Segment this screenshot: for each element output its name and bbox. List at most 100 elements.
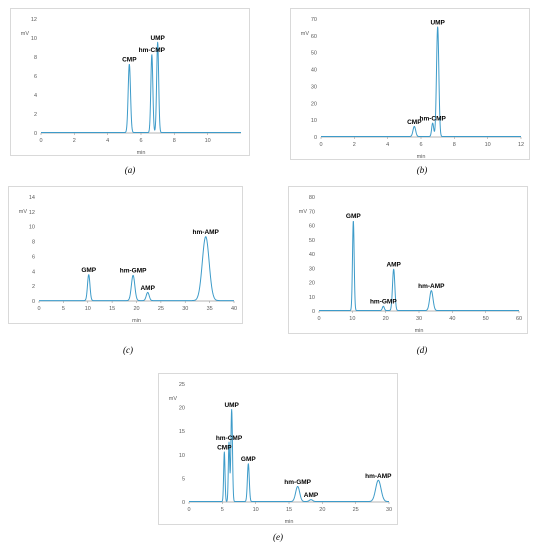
y-tick-label-b-2: 20 <box>311 101 317 107</box>
y-tick-label-d-4: 40 <box>309 252 315 258</box>
x-tick-label-a-4: 8 <box>173 138 176 144</box>
x-tick-label-a-5: 10 <box>205 138 211 144</box>
y-tick-label-d-3: 30 <box>309 266 315 272</box>
x-tick-label-d-1: 10 <box>349 316 355 322</box>
y-tick-label-a-1: 2 <box>34 112 37 118</box>
y-tick-label-c-1: 2 <box>32 284 35 290</box>
chart-c: 0 2 4 6 8 10 12 14 0 5 10 15 20 25 30 35 40 mV min GMP hm-GM… <box>19 195 237 324</box>
x-tick-label-b-6: 12 <box>518 142 524 148</box>
caption-d: (d) <box>416 345 428 355</box>
x-tick-label-d-5: 50 <box>483 316 489 322</box>
y-axis-unit-c: mV <box>19 209 28 215</box>
y-tick-label-c-2: 4 <box>32 269 35 275</box>
x-axis-unit-a: min <box>137 150 146 156</box>
caption-c: (c) <box>123 345 133 355</box>
x-tick-label-e-0: 0 <box>187 507 190 513</box>
y-tick-label-b-3: 30 <box>311 84 317 90</box>
x-tick-label-c-4: 20 <box>133 306 139 312</box>
y-tick-label-c-7: 14 <box>29 195 35 201</box>
x-tick-label-c-5: 25 <box>158 306 164 312</box>
y-tick-label-b-0: 0 <box>314 135 317 141</box>
x-tick-label-c-0: 0 <box>37 306 40 312</box>
y-tick-label-b-7: 70 <box>311 17 317 23</box>
x-tick-label-d-0: 0 <box>317 316 320 322</box>
y-tick-label-e-0: 0 <box>182 500 185 506</box>
y-tick-label-a-5: 10 <box>31 36 37 42</box>
y-tick-label-e-3: 15 <box>179 429 185 435</box>
chromatogram-panel-a: 0 2 4 6 8 10 12 0 2 4 6 8 10 mV min CMP hm-CMP UMP <box>10 8 250 156</box>
y-tick-label-c-5: 10 <box>29 225 35 231</box>
chart-e: 0 5 10 15 20 25 0 5 10 15 20 25 30 mV min CMP hm-CMP UMP G… <box>169 382 392 525</box>
y-axis-unit-d: mV <box>299 209 308 215</box>
y-tick-label-b-5: 50 <box>311 51 317 57</box>
peak-label-e-6: hm-AMP <box>365 473 392 480</box>
x-tick-label-a-2: 4 <box>106 138 109 144</box>
y-tick-label-e-4: 20 <box>179 406 185 412</box>
peak-label-c-1: hm-GMP <box>120 268 147 275</box>
x-tick-label-b-2: 4 <box>386 142 389 148</box>
peak-label-b-0: CMP <box>407 119 422 126</box>
y-axis-unit-e: mV <box>169 396 178 402</box>
peak-label-b-1: hm-CMP <box>419 116 446 123</box>
x-axis-unit-d: min <box>415 328 424 334</box>
x-tick-label-e-2: 10 <box>253 507 259 513</box>
x-tick-label-c-6: 30 <box>182 306 188 312</box>
y-tick-label-a-6: 12 <box>31 17 37 23</box>
peak-label-d-3: hm-AMP <box>418 283 445 290</box>
x-tick-label-c-2: 10 <box>85 306 91 312</box>
y-tick-label-d-1: 10 <box>309 295 315 301</box>
peak-label-e-1: hm-CMP <box>216 435 243 442</box>
caption-a: (a) <box>124 165 136 175</box>
chromatogram-trace-a <box>40 41 242 134</box>
peak-label-a-1: hm-CMP <box>139 47 166 54</box>
y-tick-label-d-6: 60 <box>309 224 315 230</box>
y-tick-label-d-2: 20 <box>309 281 315 287</box>
y-tick-label-d-0: 0 <box>312 309 315 315</box>
peak-label-d-0: GMP <box>346 213 361 220</box>
y-tick-label-e-2: 10 <box>179 453 185 459</box>
caption-e: (e) <box>273 532 283 542</box>
x-axis-unit-c: min <box>132 318 141 324</box>
x-tick-label-b-0: 0 <box>319 142 322 148</box>
peak-label-d-1: hm-GMP <box>370 299 397 306</box>
chromatogram-panel-c: 0 2 4 6 8 10 12 14 0 5 10 15 20 25 30 35 40 mV min GMP hm-GM… <box>8 186 243 324</box>
chromatogram-trace-b <box>320 26 522 138</box>
y-tick-label-d-8: 80 <box>309 195 315 201</box>
y-tick-label-b-4: 40 <box>311 68 317 74</box>
y-tick-label-e-5: 25 <box>179 382 185 388</box>
peak-label-c-3: hm-AMP <box>193 229 220 236</box>
chromatogram-panel-e: 0 5 10 15 20 25 0 5 10 15 20 25 30 mV min CMP hm-CMP UMP G… <box>158 373 398 525</box>
x-tick-label-b-5: 10 <box>485 142 491 148</box>
y-tick-label-c-6: 12 <box>29 210 35 216</box>
y-tick-label-d-5: 50 <box>309 238 315 244</box>
caption-b: (b) <box>416 165 428 175</box>
peak-label-e-2: UMP <box>224 402 239 409</box>
x-tick-label-d-6: 60 <box>516 316 522 322</box>
x-tick-label-c-7: 35 <box>207 306 213 312</box>
y-tick-label-d-7: 70 <box>309 209 315 215</box>
y-axis-unit-a: mV <box>21 31 30 37</box>
peak-label-e-5: AMP <box>304 492 319 499</box>
peak-label-a-2: UMP <box>150 35 165 42</box>
peak-label-b-2: UMP <box>430 19 445 26</box>
peak-label-c-2: AMP <box>140 285 155 292</box>
peak-label-a-0: CMP <box>122 57 137 64</box>
x-tick-label-b-1: 2 <box>353 142 356 148</box>
y-tick-label-a-2: 4 <box>34 93 37 99</box>
x-tick-label-d-2: 20 <box>383 316 389 322</box>
x-axis-unit-e: min <box>285 519 294 525</box>
chromatogram-panel-d: 0 10 20 30 40 50 60 70 80 0 10 20 30 40 50 60 mV min GMP hm… <box>288 186 528 334</box>
x-tick-label-c-1: 5 <box>62 306 65 312</box>
x-tick-label-c-3: 15 <box>109 306 115 312</box>
peak-label-e-0: CMP <box>217 444 232 451</box>
y-axis-unit-b: mV <box>301 31 310 37</box>
y-tick-label-c-4: 8 <box>32 240 35 246</box>
x-tick-label-e-5: 25 <box>353 507 359 513</box>
y-tick-label-e-1: 5 <box>182 476 185 482</box>
chromatogram-trace-e <box>188 408 390 503</box>
peak-label-e-4: hm-GMP <box>284 479 311 486</box>
x-tick-label-c-8: 40 <box>231 306 237 312</box>
y-tick-label-b-1: 10 <box>311 118 317 124</box>
